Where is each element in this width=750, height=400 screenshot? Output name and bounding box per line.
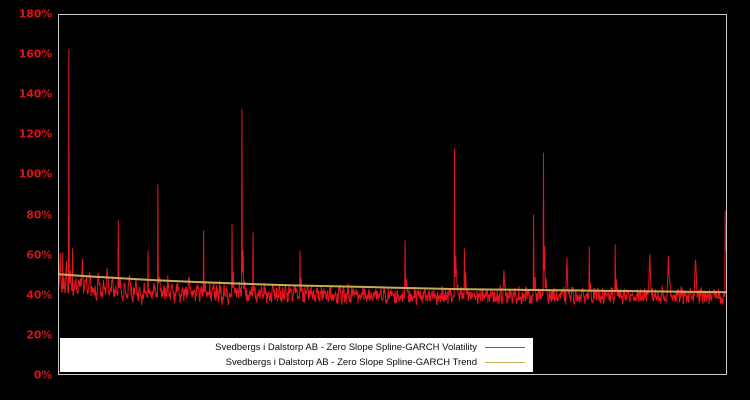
- y-axis-tick-label: 20%: [26, 328, 52, 342]
- legend-swatch-trend: [485, 362, 525, 363]
- plot-area: [58, 14, 727, 375]
- volatility-series-line: [59, 48, 726, 306]
- legend-label-trend: Svedbergs i Dalstorp AB - Zero Slope Spl…: [225, 357, 477, 368]
- chart-legend: Svedbergs i Dalstorp AB - Zero Slope Spl…: [60, 338, 533, 372]
- y-axis-tick-label: 180%: [18, 7, 52, 21]
- y-axis-tick-label: 0%: [33, 368, 52, 382]
- y-axis-tick-label: 80%: [26, 208, 52, 222]
- y-axis: 180% 160% 140% 120% 100% 80% 60% 40% 20% 0%: [0, 0, 58, 400]
- y-axis-tick-label: 100%: [18, 167, 52, 181]
- legend-label-volatility: Svedbergs i Dalstorp AB - Zero Slope Spl…: [215, 342, 477, 353]
- y-axis-tick-label: 160%: [18, 47, 52, 61]
- plot-svg: [59, 48, 726, 306]
- trend-series-line: [59, 273, 726, 294]
- y-axis-tick-label: 40%: [26, 288, 52, 302]
- y-axis-tick-label: 120%: [18, 127, 52, 141]
- legend-item-trend: Svedbergs i Dalstorp AB - Zero Slope Spl…: [60, 355, 529, 370]
- y-axis-tick-label: 140%: [18, 87, 52, 101]
- legend-item-volatility: Svedbergs i Dalstorp AB - Zero Slope Spl…: [60, 340, 529, 355]
- legend-swatch-volatility: [485, 347, 525, 348]
- y-axis-tick-label: 60%: [26, 248, 52, 262]
